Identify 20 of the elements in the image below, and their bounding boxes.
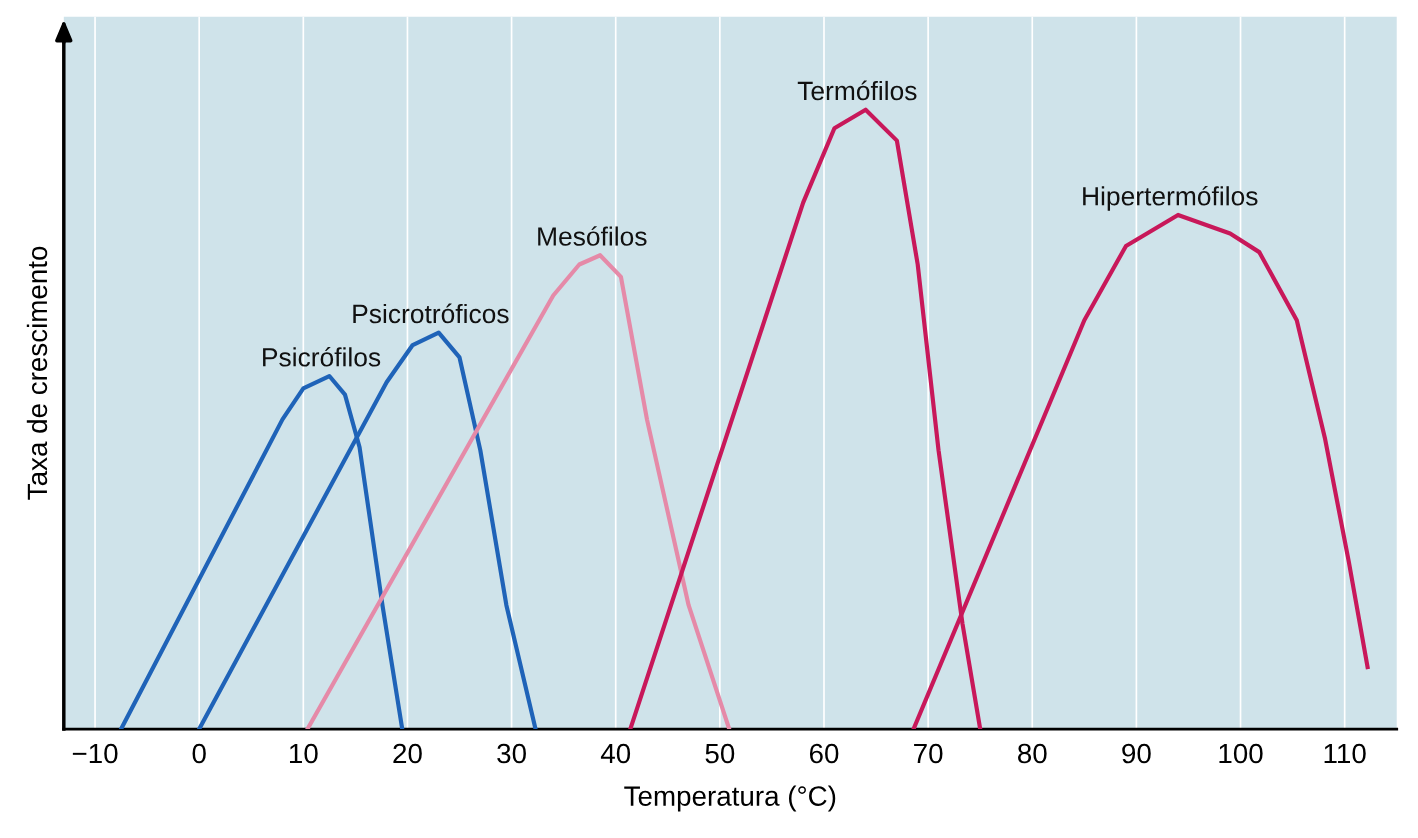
x-tick-label: 50 [705, 743, 735, 764]
series-label: Psicrotróficos [353, 303, 509, 324]
x-tick-label: 10 [289, 743, 318, 764]
x-tick-label: 30 [497, 743, 526, 764]
x-tick-label: 90 [1122, 743, 1151, 764]
series-label: Mesófilos [538, 226, 647, 246]
x-tick-label: 110 [1324, 743, 1366, 764]
x-tick-label: 20 [393, 743, 422, 764]
y-axis-title: Taxa de crescimento [26, 246, 48, 500]
x-tick-label: 70 [914, 743, 943, 764]
x-tick-label: 60 [809, 743, 839, 764]
series-label: Termófilos [797, 80, 917, 101]
x-tick-label: 0 [192, 743, 206, 764]
x-tick-label: −10 [72, 743, 118, 764]
x-axis-title: Temperatura (°C) [624, 785, 836, 812]
series-label: Psicrófilos [263, 346, 381, 367]
series-label: Hipertermófilos [1083, 185, 1258, 211]
x-tick-label: 40 [600, 743, 631, 764]
x-tick-label: 100 [1219, 743, 1263, 764]
x-tick-label: 80 [1018, 743, 1047, 764]
